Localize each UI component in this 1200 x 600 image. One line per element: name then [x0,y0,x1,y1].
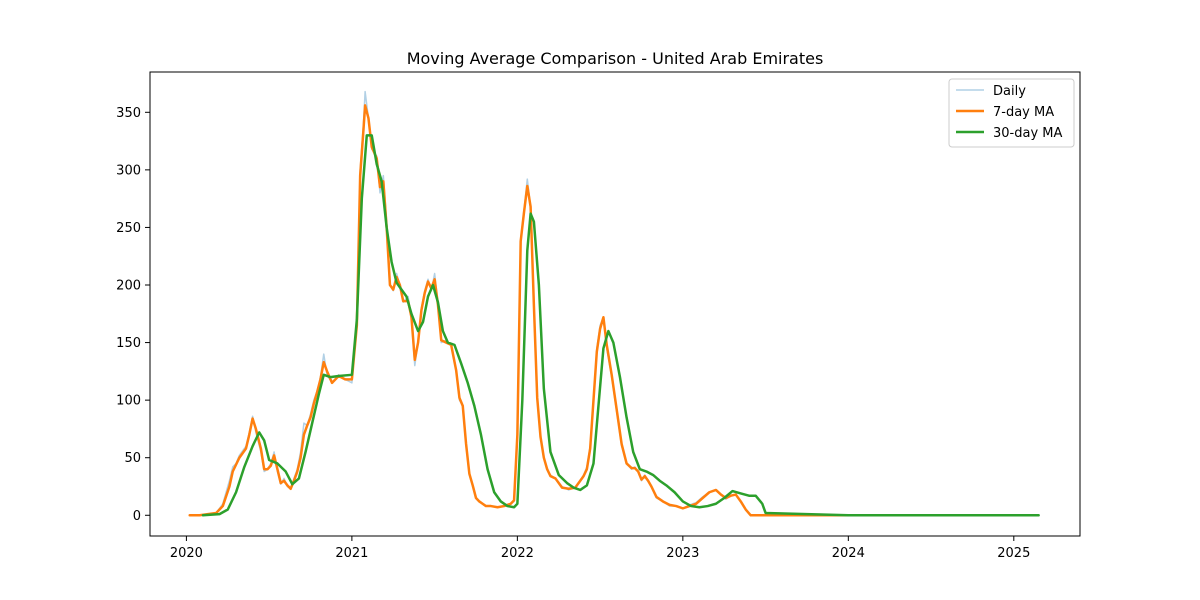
y-tick-label: 50 [124,451,141,466]
chart-title: Moving Average Comparison - United Arab … [407,49,824,68]
series-line-ma30 [201,134,1040,517]
x-tick-label: 2022 [501,546,534,561]
y-tick-label: 300 [116,163,141,178]
legend: Daily 7-day MA 30-day MA [948,78,1075,148]
legend-label-30-day-ma: 30-day MA [993,126,1062,141]
x-tick-label: 2021 [335,546,368,561]
y-tick-label: 100 [116,394,141,409]
series-layer [188,90,1040,517]
y-tick-label: 150 [116,336,141,351]
legend-box [948,78,1075,148]
series-line-ma7 [188,104,933,517]
y-tick-label: 0 [133,509,141,524]
x-tick-label: 2024 [832,546,865,561]
x-tick-label: 2025 [997,546,1030,561]
plot-frame [149,71,1081,537]
x-tick-label: 2023 [666,546,699,561]
y-tick-label: 350 [116,106,141,121]
x-tick-label: 2020 [170,546,203,561]
y-tick-label: 200 [116,279,141,294]
legend-label-7-day-ma: 7-day MA [993,105,1054,120]
y-tick-label: 250 [116,221,141,236]
legend-label-daily: Daily [993,84,1026,99]
axes-layer: 2020 2021 2022 2023 2024 2025 0 50 100 150 200 250 3… [116,71,1081,561]
